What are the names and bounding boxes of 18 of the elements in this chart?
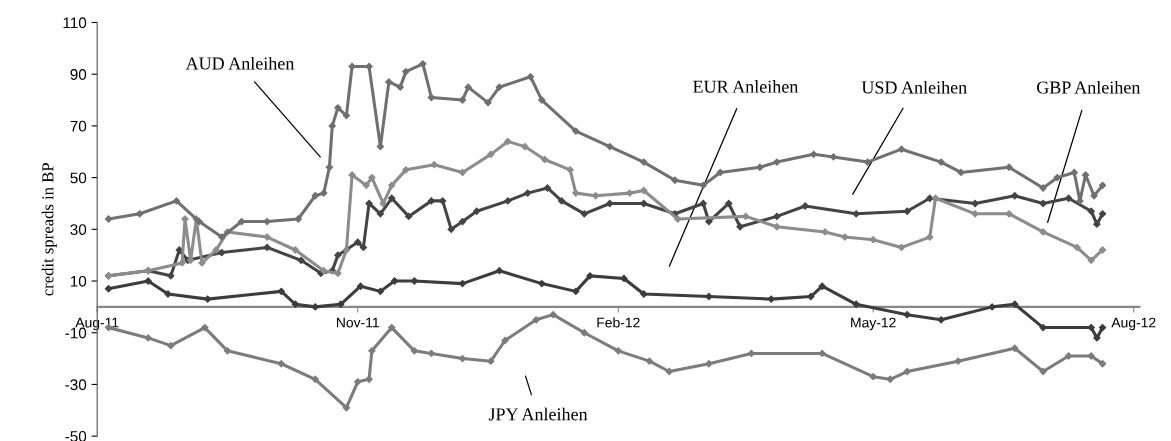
annotation: EUR Anleihen [693,80,799,93]
x-tick-label: Nov-11 [337,317,379,328]
y-tick-label: 10 [70,275,87,287]
y-axis-title: credit spreads in BP [41,163,57,296]
y-tick-label: -30 [65,379,87,391]
annotation: USD Anleihen [861,80,967,94]
y-tick-label: 50 [70,172,87,184]
x-tick-label: Feb-12 [597,317,640,328]
y-tick-label: -50 [65,431,87,441]
annotation: GBP Anleihen [1036,80,1141,94]
y-tick-label: 110 [63,17,87,29]
y-tick-label: 70 [70,120,87,132]
x-tick-label: May-12 [851,317,896,331]
x-tick-label: Aug-12 [1111,317,1156,331]
annotation: AUD Anleihen [185,56,295,70]
annotation: JPY Anleihen [488,407,588,421]
y-tick-label: 30 [70,224,87,236]
y-tick-label: 90 [70,69,87,80]
